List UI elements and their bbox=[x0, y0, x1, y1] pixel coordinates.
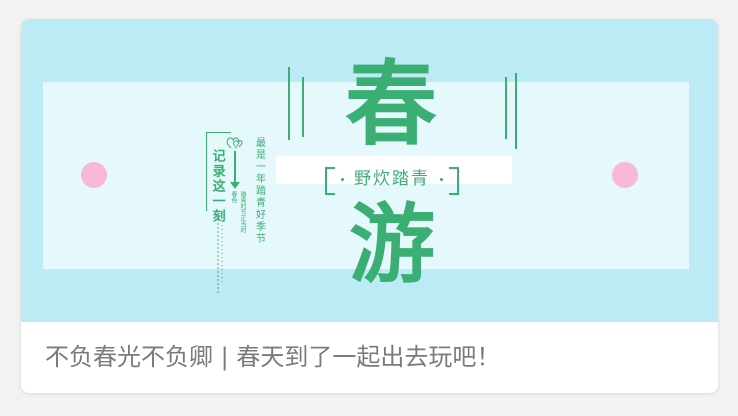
deco-line bbox=[505, 77, 507, 139]
deco-line bbox=[288, 67, 290, 140]
bracket-right-icon bbox=[449, 167, 459, 195]
double-heart-icon bbox=[226, 137, 243, 149]
dot-icon bbox=[440, 178, 443, 181]
article-caption[interactable]: 不负春光不负卿 | 春天到了一起出去玩吧！ bbox=[45, 343, 501, 371]
season-phrase: 最是一年踏青好季节 bbox=[253, 137, 265, 245]
dot-icon bbox=[341, 178, 344, 181]
record-label: 记录这一刻 bbox=[209, 149, 225, 224]
banner-subtitle: 野炊踏青 bbox=[354, 169, 430, 189]
subtitle-frame: 野炊踏青 bbox=[325, 164, 459, 195]
cover-banner[interactable]: 春 野炊踏青 游 记录这一刻 春色 踏青时节正当时 最是一年踏青好季节 bbox=[21, 19, 718, 322]
tiny-label-a: 春色 bbox=[230, 191, 237, 203]
bracket-left-icon bbox=[325, 167, 335, 195]
deco-line bbox=[302, 77, 304, 137]
deco-line bbox=[515, 73, 517, 149]
arrow-down-icon bbox=[230, 182, 240, 189]
banner-white-strip bbox=[276, 156, 512, 184]
arrow-line-icon bbox=[234, 151, 236, 185]
title-char-spring: 春 bbox=[344, 51, 437, 158]
pink-dot-left bbox=[81, 162, 107, 188]
article-card[interactable]: 春 野炊踏青 游 记录这一刻 春色 踏青时节正当时 最是一年踏青好季节 不负春光… bbox=[21, 19, 718, 393]
record-bracket-icon bbox=[206, 132, 231, 211]
pink-dot-right bbox=[612, 162, 638, 188]
title-char-travel: 游 bbox=[349, 195, 435, 295]
dashed-line-icon bbox=[217, 215, 223, 295]
tiny-label-b: 踏青时节正当时 bbox=[239, 191, 246, 233]
